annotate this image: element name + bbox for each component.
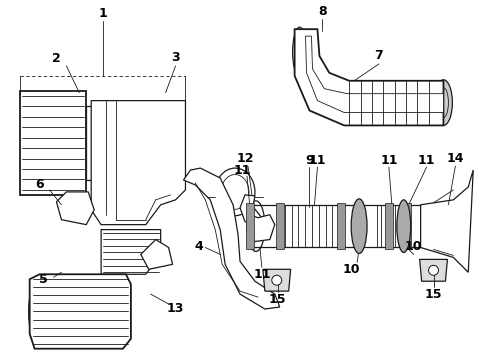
Text: 15: 15 — [425, 288, 442, 301]
Polygon shape — [183, 168, 280, 309]
Text: 11: 11 — [380, 154, 397, 167]
Polygon shape — [141, 239, 172, 269]
Polygon shape — [294, 29, 443, 125]
Polygon shape — [385, 203, 393, 249]
Polygon shape — [337, 203, 345, 249]
Circle shape — [272, 275, 282, 285]
Polygon shape — [263, 269, 291, 291]
Text: 13: 13 — [167, 302, 184, 315]
Ellipse shape — [435, 80, 452, 125]
Polygon shape — [246, 203, 254, 249]
Text: 9: 9 — [305, 154, 314, 167]
Polygon shape — [355, 203, 363, 249]
Text: 5: 5 — [39, 273, 48, 286]
Ellipse shape — [351, 199, 367, 253]
Text: 10: 10 — [405, 240, 422, 253]
Polygon shape — [276, 203, 284, 249]
Text: 1: 1 — [98, 7, 107, 20]
Text: 14: 14 — [446, 152, 464, 165]
Text: 4: 4 — [194, 240, 203, 253]
Circle shape — [429, 265, 439, 275]
Text: 8: 8 — [318, 5, 327, 18]
Text: 7: 7 — [374, 49, 383, 63]
Text: 11: 11 — [418, 154, 435, 167]
Text: 3: 3 — [171, 51, 180, 64]
Polygon shape — [30, 274, 131, 349]
Polygon shape — [420, 170, 473, 272]
Ellipse shape — [397, 200, 411, 252]
Polygon shape — [91, 100, 185, 225]
Text: 10: 10 — [343, 263, 360, 276]
Text: 15: 15 — [269, 293, 287, 306]
Text: 12: 12 — [236, 152, 254, 165]
Text: 11: 11 — [309, 154, 326, 167]
Polygon shape — [419, 260, 447, 281]
Polygon shape — [248, 215, 275, 242]
Polygon shape — [403, 203, 411, 249]
Polygon shape — [20, 91, 86, 195]
Text: 11: 11 — [253, 268, 270, 281]
Polygon shape — [306, 36, 443, 113]
Polygon shape — [56, 192, 94, 225]
Text: 2: 2 — [52, 53, 61, 66]
Text: 11: 11 — [233, 163, 251, 176]
Polygon shape — [240, 195, 262, 225]
Text: 6: 6 — [35, 179, 44, 192]
Polygon shape — [86, 105, 98, 180]
Polygon shape — [101, 230, 161, 274]
